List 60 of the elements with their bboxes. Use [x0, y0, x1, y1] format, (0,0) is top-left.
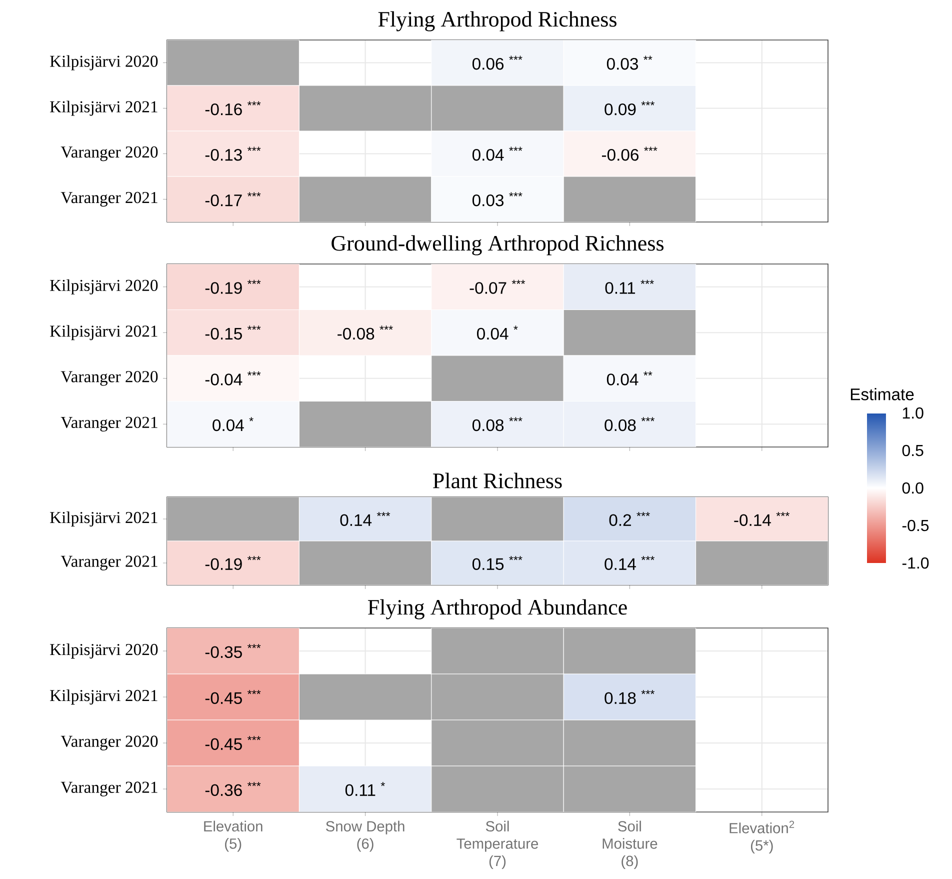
data-label: -0.45 $^{***}$ — [205, 736, 261, 750]
data-label: 0.18 $^{***}$ — [604, 690, 655, 704]
data-label: -0.04 $^{***}$ — [205, 371, 261, 386]
data-label: 0.08 $^{***}$ — [604, 417, 655, 432]
data-label: 0.15 $^{***}$ — [472, 556, 522, 570]
data-label: 0.14 $^{***}$ — [604, 556, 655, 570]
data-label: 0.2 $^{***}$ — [609, 512, 650, 526]
chart-title: Flying Arthropod Abundance — [368, 599, 627, 620]
data-label: -0.07 $^{***}$ — [470, 280, 526, 294]
data-label: 0.04 $^{**}$ — [606, 371, 652, 386]
y-tick-label: Varanger 2021 — [60, 782, 158, 796]
y-tick-label: Varanger 2020 — [60, 736, 158, 750]
x-tick-label: Soil Temperature (7) — [456, 820, 538, 870]
data-label: -0.08 $^{***}$ — [338, 326, 393, 340]
y-tick-label: Varanger 2020 — [60, 146, 158, 162]
y-tick-label: Varanger 2021 — [60, 192, 158, 207]
color-bar-label: 0.5 — [902, 444, 924, 456]
x-tick-label: Snow Depth (6) — [326, 820, 404, 852]
y-tick-label: Kilpisjärvi 2021 — [50, 325, 158, 340]
color-bar-label: -1.0 — [902, 557, 929, 569]
data-label: 0.04 $^{*}$ — [477, 326, 518, 340]
y-tick-label: Kilpisjärvi 2020 — [50, 55, 158, 70]
chart-title: Plant Richness — [433, 472, 562, 488]
data-label: -0.17 $^{***}$ — [205, 192, 261, 206]
chart-title: Ground-dwelling Arthropod Richness — [332, 235, 664, 256]
data-label: 0.04 $^{***}$ — [472, 146, 522, 161]
data-label: 0.08 $^{***}$ — [472, 417, 522, 432]
data-label: -0.15 $^{***}$ — [205, 326, 261, 340]
x-tick-label: Soil Moisture (8) — [602, 820, 658, 870]
y-tick-label: Varanger 2021 — [60, 416, 158, 432]
data-label: -0.19 $^{***}$ — [205, 556, 261, 570]
category-label: Elevation$^{2}$ (5*) — [730, 820, 794, 854]
color-bar-label: 0.0 — [902, 482, 924, 494]
data-label: 0.09 $^{***}$ — [604, 101, 655, 116]
data-label: -0.13 $^{***}$ — [205, 146, 261, 161]
data-label: -0.36 $^{***}$ — [205, 782, 261, 796]
data-label: 0.06 $^{***}$ — [472, 56, 522, 70]
y-tick-label: Varanger 2021 — [60, 556, 158, 570]
y-tick-label: Kilpisjärvi 2021 — [50, 100, 158, 116]
y-tick-label: Kilpisjärvi 2021 — [50, 689, 158, 705]
data-label: 0.11 $^{*}$ — [345, 782, 385, 796]
x-tick-label: Elevation (5) — [204, 820, 262, 852]
chart-title: Flying Arthropod Richness — [378, 11, 616, 32]
data-label: 0.03 $^{***}$ — [472, 192, 522, 206]
data-label: 0.04 $^{*}$ — [212, 417, 254, 432]
data-label: -0.35 $^{***}$ — [205, 644, 261, 658]
y-tick-label: Kilpisjärvi 2020 — [50, 643, 158, 659]
data-label: -0.16 $^{***}$ — [205, 101, 261, 116]
data-label: -0.19 $^{***}$ — [205, 280, 261, 294]
y-tick-label: Kilpisjärvi 2021 — [50, 511, 158, 527]
data-label: -0.14 $^{***}$ — [734, 512, 790, 526]
color-bar-title: Estimate — [850, 388, 914, 400]
color-bar-label: 1.0 — [902, 407, 924, 419]
y-tick-label: Kilpisjärvi 2020 — [50, 279, 158, 294]
data-label: 0.03 $^{**}$ — [606, 56, 652, 70]
data-label: -0.06 $^{***}$ — [602, 146, 658, 161]
color-bar-label: -0.5 — [902, 520, 929, 532]
data-label: 0.14 $^{***}$ — [340, 512, 390, 526]
y-tick-label: Varanger 2020 — [60, 371, 158, 386]
data-label: -0.45 $^{***}$ — [205, 690, 261, 704]
